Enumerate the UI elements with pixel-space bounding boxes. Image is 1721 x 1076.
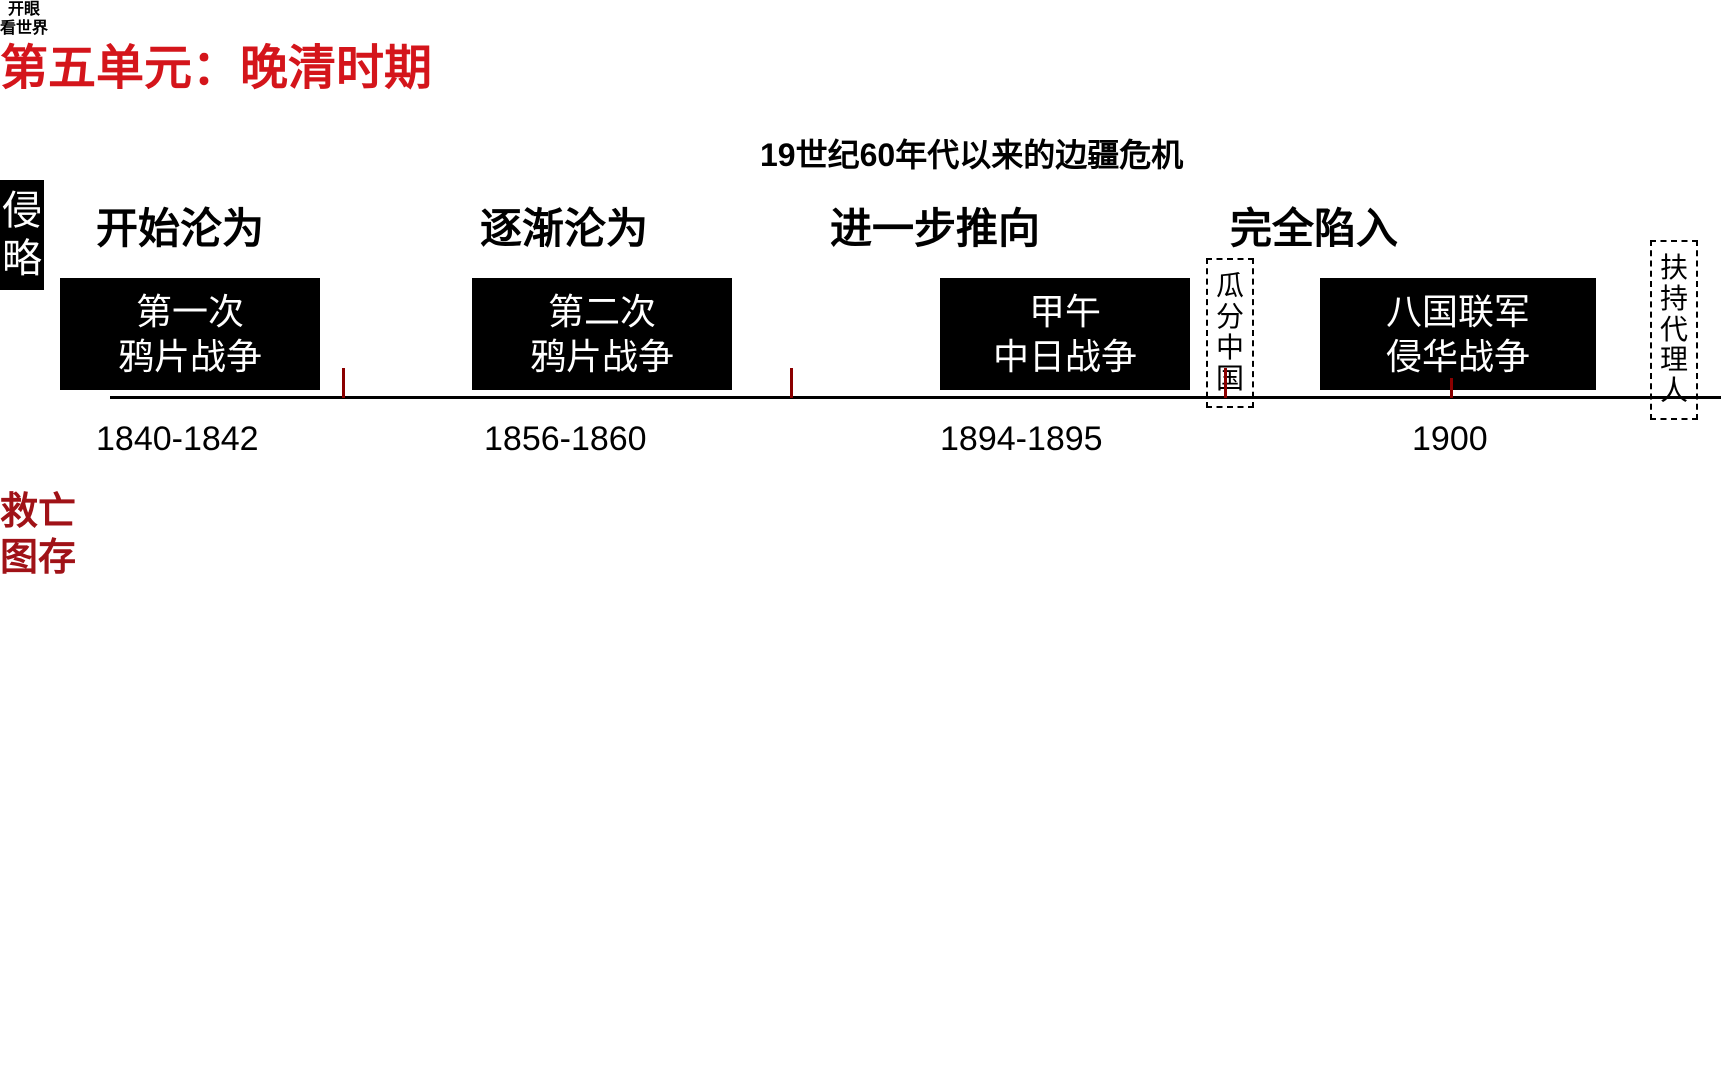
dashed-box-0: 瓜 分 中 国 [1206, 258, 1254, 408]
timeline-axis [110, 396, 1721, 399]
dashed-char: 持 [1660, 284, 1688, 315]
event-line1: 第二次 [548, 289, 656, 334]
timeline-subtitle: 19世纪60年代以来的边疆危机 [760, 130, 1183, 176]
dashed-char: 人 [1660, 376, 1688, 407]
date-label-3: 1900 [1412, 420, 1488, 459]
event-line2: 中日战争 [993, 334, 1137, 379]
dashed-char: 理 [1660, 345, 1688, 376]
left-box-char2: 略 [2, 235, 42, 283]
event-line2: 鸦片战争 [530, 334, 674, 379]
red-text-line1: 救亡 [0, 491, 76, 533]
phase-label-0: 开始沦为 [96, 195, 264, 256]
event-box-3: 八国联军 侵华战争 [1320, 278, 1596, 390]
timeline-tick-3 [1450, 378, 1453, 398]
red-text-1: 开眼 看世界 [0, 0, 48, 38]
event-line2: 侵华战争 [1386, 334, 1530, 379]
event-line1: 甲午 [1029, 289, 1101, 334]
phase-label-2: 进一步推向 [830, 195, 1040, 256]
date-label-0: 1840-1842 [96, 420, 259, 459]
red-text-line2: 图存 [0, 537, 76, 579]
phase-label-1: 逐渐沦为 [480, 195, 648, 256]
red-text-0: 救亡 图存 [0, 490, 76, 581]
left-box-char1: 侵 [2, 187, 42, 235]
dashed-box-1: 扶 持 代 理 人 [1650, 240, 1698, 420]
dashed-char: 国 [1216, 364, 1244, 395]
red-text-line2: 看世界 [0, 20, 48, 37]
dashed-char: 代 [1660, 315, 1688, 346]
timeline-tick-1 [790, 368, 793, 398]
event-box-2: 甲午 中日战争 [940, 278, 1190, 390]
timeline-tick-0 [342, 368, 345, 398]
date-label-2: 1894-1895 [940, 420, 1103, 459]
event-line2: 鸦片战争 [118, 334, 262, 379]
red-text-line1: 开眼 [8, 1, 40, 18]
phase-label-3: 完全陷入 [1230, 195, 1398, 256]
left-category-box: 侵 略 [0, 180, 44, 290]
event-box-0: 第一次 鸦片战争 [60, 278, 320, 390]
dashed-char: 瓜 [1216, 271, 1244, 302]
date-label-1: 1856-1860 [484, 420, 647, 459]
dashed-char: 分 [1216, 302, 1244, 333]
event-box-1: 第二次 鸦片战争 [472, 278, 732, 390]
dashed-char: 扶 [1660, 253, 1688, 284]
event-line1: 第一次 [136, 289, 244, 334]
timeline-tick-2 [1224, 368, 1227, 398]
unit-title: 第五单元：晚清时期 [0, 28, 432, 98]
event-line1: 八国联军 [1386, 289, 1530, 334]
dashed-char: 中 [1216, 333, 1244, 364]
